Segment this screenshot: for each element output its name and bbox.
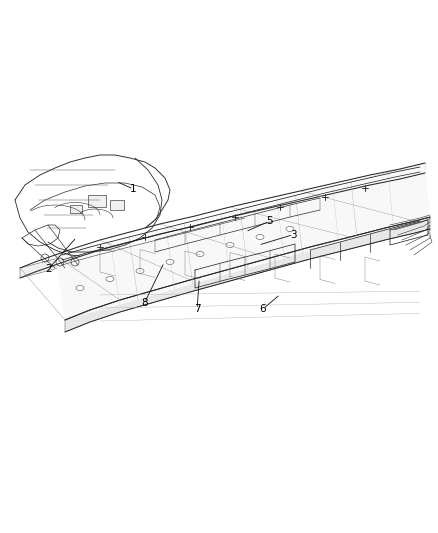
Ellipse shape [106, 277, 114, 281]
Ellipse shape [196, 252, 204, 256]
Bar [110, 200, 124, 210]
Text: 5: 5 [266, 216, 273, 226]
Bar [70, 205, 82, 213]
Text: 7: 7 [194, 304, 201, 314]
Ellipse shape [166, 260, 174, 264]
Polygon shape [65, 217, 430, 332]
Text: 3: 3 [290, 230, 297, 239]
Text: 8: 8 [141, 298, 148, 308]
Ellipse shape [226, 243, 234, 247]
Bar [88, 195, 106, 207]
Ellipse shape [136, 269, 144, 273]
Polygon shape [55, 163, 430, 320]
Polygon shape [20, 163, 425, 278]
Ellipse shape [76, 286, 84, 290]
Ellipse shape [256, 235, 264, 239]
Ellipse shape [286, 227, 294, 231]
Text: 2: 2 [45, 264, 52, 274]
Text: 1: 1 [130, 184, 137, 194]
Text: 6: 6 [259, 304, 266, 314]
